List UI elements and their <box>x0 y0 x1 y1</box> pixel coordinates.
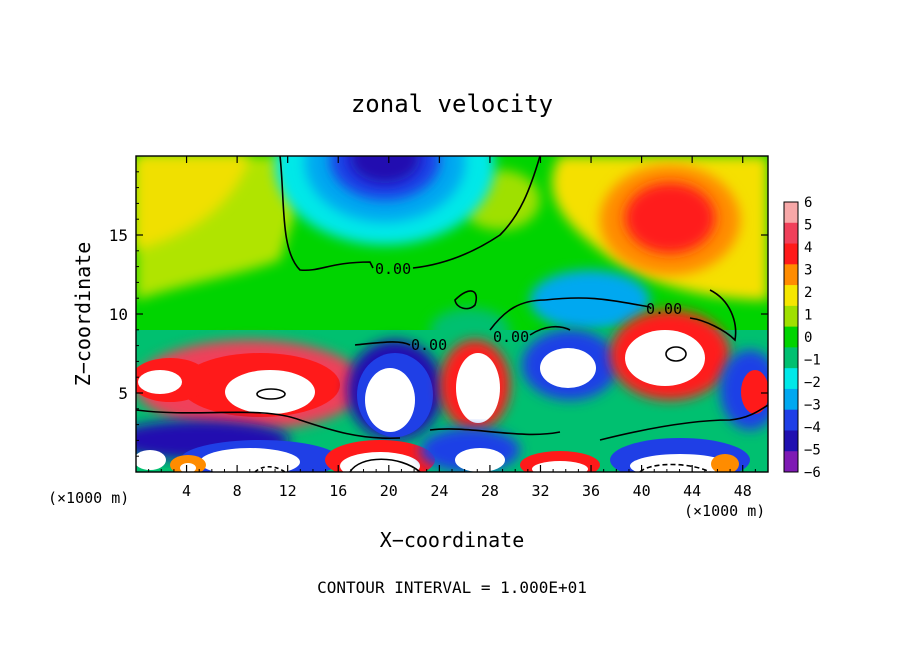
x-tick-label: 20 <box>380 482 398 500</box>
colorbar-swatch <box>784 347 798 369</box>
colorbar-frame <box>783 201 799 473</box>
x-tick-label: 4 <box>182 482 191 500</box>
colorbar-label: 5 <box>804 218 812 234</box>
x-tick-label: 40 <box>633 482 651 500</box>
colorbar-swatch <box>784 264 798 286</box>
colorbar-swatch <box>784 451 798 473</box>
x-unit-left: (×1000 m) <box>48 489 129 507</box>
contour-label: 0.00 <box>375 260 411 278</box>
contour-label: 0.00 <box>411 336 447 354</box>
y-axis: 5 10 15 <box>109 171 768 457</box>
colorbar-label: −3 <box>804 398 821 414</box>
x-tick-label: 28 <box>481 482 499 500</box>
colorbar-label: 4 <box>804 240 812 256</box>
colorbar-label: 3 <box>804 263 812 279</box>
contour-labels: 0.00 0.00 0.00 0.00 <box>375 260 682 354</box>
x-tick-label: 12 <box>279 482 297 500</box>
x-tick-label: 24 <box>430 482 448 500</box>
colorbar-label: −5 <box>804 443 821 459</box>
colorbar-swatch <box>784 243 798 265</box>
colorbar-label: 2 <box>804 285 812 301</box>
colorbar-label: −1 <box>804 353 821 369</box>
colorbar-label: 1 <box>804 308 812 324</box>
x-tick-label: 36 <box>582 482 600 500</box>
colorbar: 6 5 4 3 2 1 0 −1 −2 −3 −4 −5 −6 <box>783 195 821 481</box>
y-tick-label: 10 <box>109 305 128 324</box>
velocity-field <box>136 156 768 472</box>
colorbar-label: −6 <box>804 465 821 481</box>
x-tick-label: 44 <box>683 482 701 500</box>
x-tick-label: 48 <box>734 482 752 500</box>
colorbar-swatch <box>784 430 798 452</box>
colorbar-label: 0 <box>804 330 812 346</box>
colorbar-swatch <box>784 388 798 411</box>
colorbar-swatch <box>784 409 798 431</box>
contour-interval-footer: CONTOUR INTERVAL = 1.000E+01 <box>317 578 587 597</box>
x-tick-label: 32 <box>531 482 549 500</box>
colorbar-swatch <box>784 285 798 307</box>
x-tick-label: 16 <box>329 482 347 500</box>
x-tick-label: 8 <box>233 482 242 500</box>
colorbar-swatch <box>784 202 798 224</box>
colorbar-swatch <box>784 326 798 348</box>
colorbar-label: −2 <box>804 375 821 391</box>
x-axis: 4 8 12 16 20 24 28 32 36 40 44 48 <box>148 156 756 500</box>
colorbar-label: −4 <box>804 420 821 436</box>
y-axis-label: Z−coordinate <box>71 242 95 387</box>
contour-label: 0.00 <box>646 300 682 318</box>
colorbar-swatch <box>784 222 798 245</box>
x-unit-right: (×1000 m) <box>684 502 765 520</box>
contour-label: 0.00 <box>493 328 529 346</box>
y-tick-label: 15 <box>109 226 128 245</box>
colorbar-swatch <box>784 368 798 390</box>
x-axis-label: X−coordinate <box>380 528 525 552</box>
colorbar-swatch <box>784 305 798 328</box>
chart-title: zonal velocity <box>351 90 553 118</box>
y-tick-label: 5 <box>118 384 128 403</box>
colorbar-label: 6 <box>804 195 812 211</box>
